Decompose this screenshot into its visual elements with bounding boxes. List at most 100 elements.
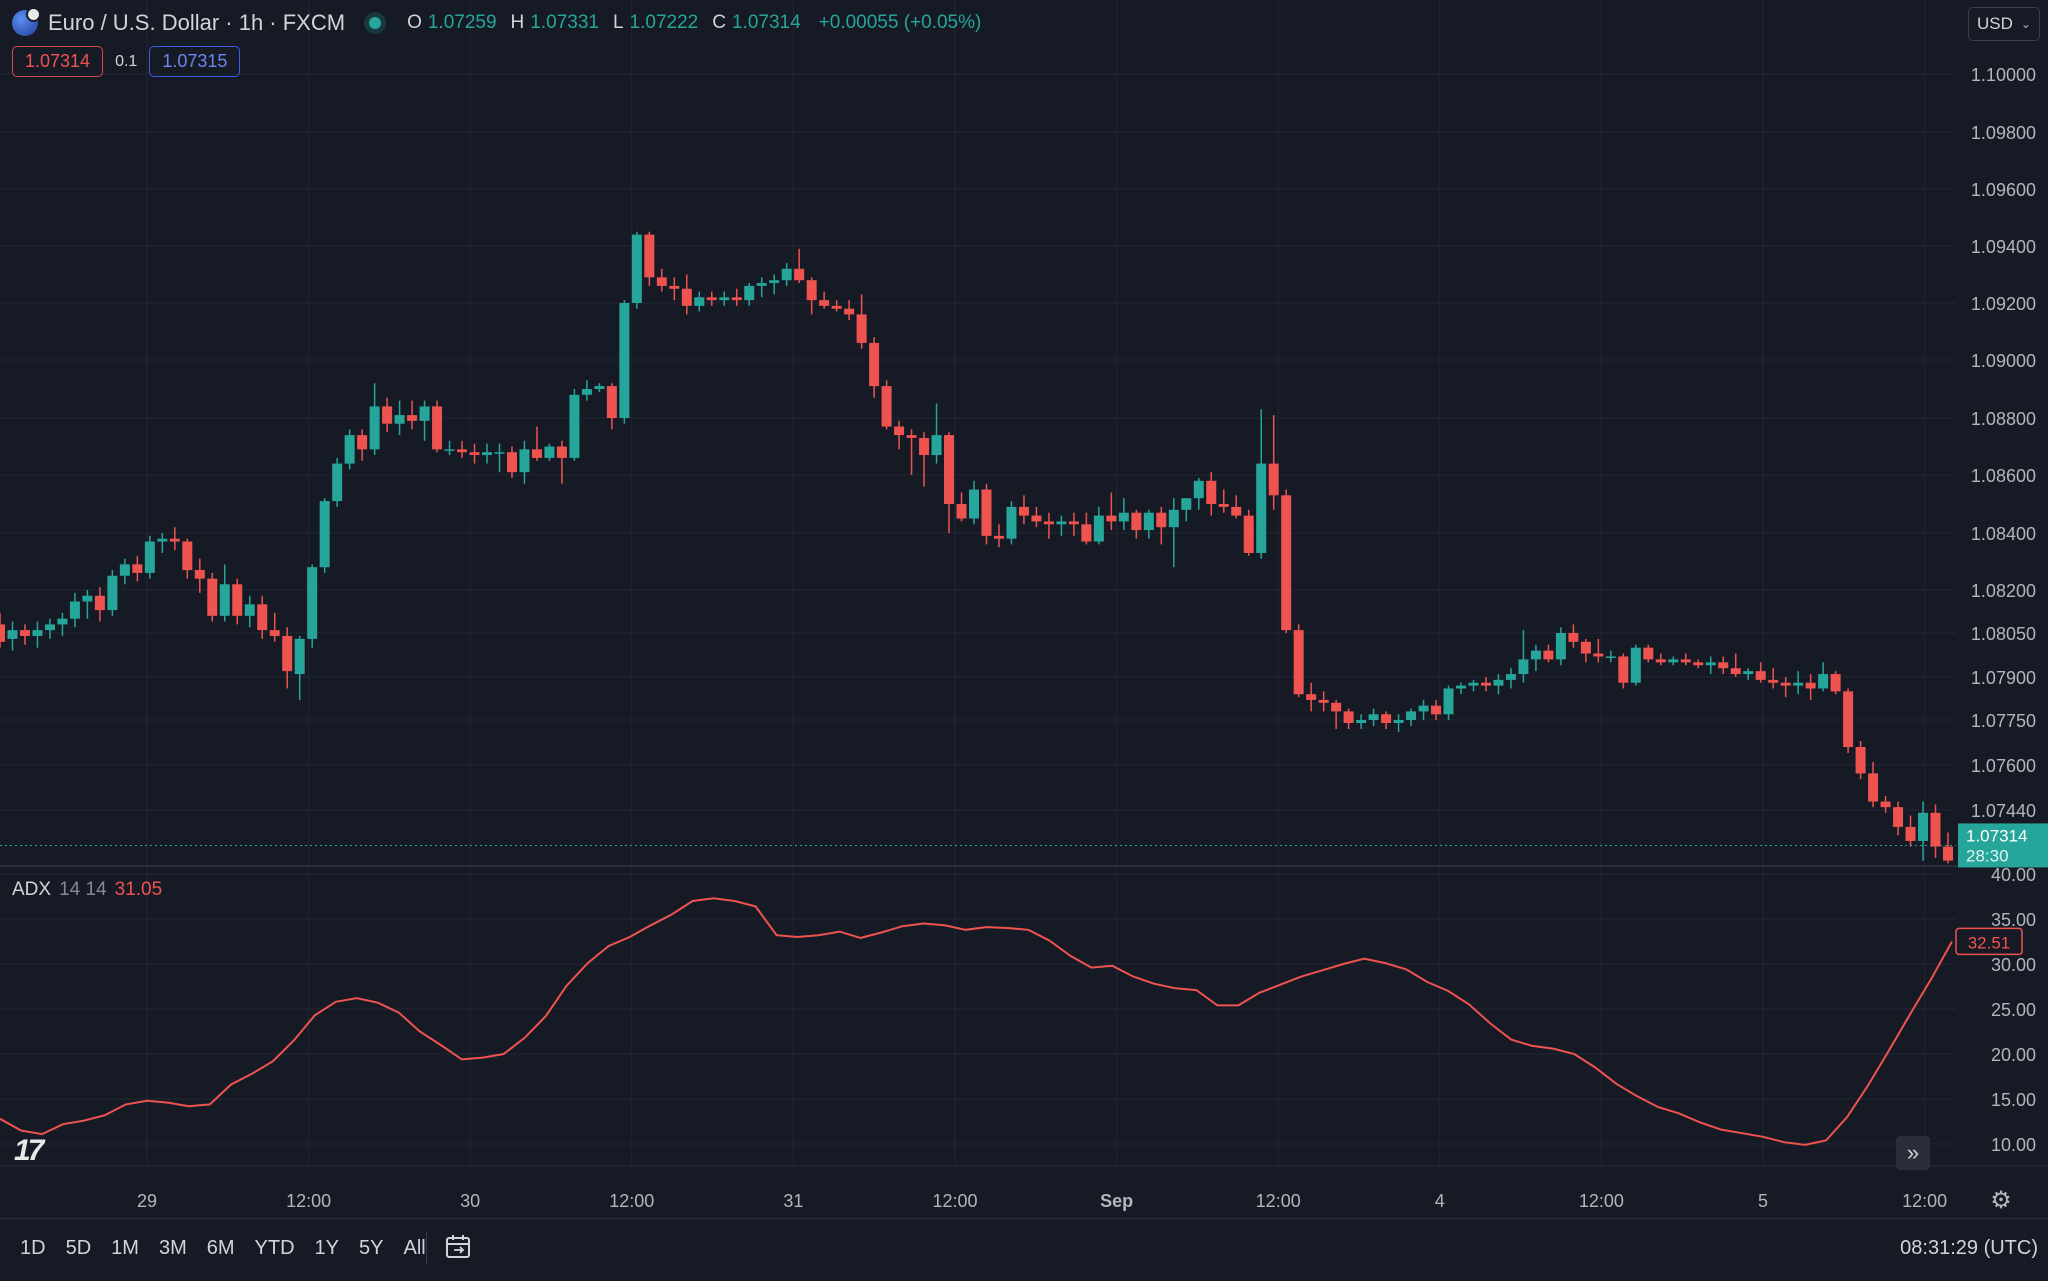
range-3m[interactable]: 3M [158, 1237, 187, 1259]
gear-icon[interactable]: ⚙ [1990, 1186, 2012, 1214]
candle [906, 429, 917, 475]
candle [1293, 624, 1304, 698]
candle [294, 635, 305, 700]
candle [1193, 477, 1204, 510]
adx-value-tag [1955, 927, 2023, 956]
candle [232, 578, 243, 625]
candle [1705, 656, 1716, 675]
candle [1655, 653, 1666, 666]
symbol-title[interactable]: Euro / U.S. Dollar · 1h · FXCM [48, 10, 346, 35]
candle-body [1156, 512, 1167, 528]
candle-body [432, 406, 443, 450]
range-5y[interactable]: 5Y [359, 1237, 384, 1259]
candle-body [944, 435, 955, 504]
double-chevron-right-icon: » [1906, 1140, 1920, 1165]
bottom-toolbar: 1D 5D 1M 3M 6M YTD 1Y 5Y All 08:31:29 (UTC) [0, 1218, 2048, 1281]
candle [969, 480, 979, 525]
candle [1943, 832, 1953, 864]
candle-body [706, 297, 717, 301]
candle [94, 587, 105, 622]
candle-body [1018, 506, 1029, 516]
candle-body [282, 635, 293, 672]
candle [1743, 668, 1754, 680]
sell-button[interactable]: 1.07314 [12, 46, 104, 77]
candle [1068, 512, 1079, 536]
range-6m[interactable]: 6M [206, 1237, 235, 1259]
candle-body [1356, 720, 1367, 723]
candle-body [644, 234, 655, 278]
candle [1318, 691, 1329, 712]
low-label: L [612, 12, 624, 33]
range-ytd[interactable]: YTD [254, 1237, 295, 1259]
candle [132, 555, 143, 582]
candle [332, 457, 343, 507]
candle [1643, 644, 1654, 663]
range-5d[interactable]: 5D [65, 1237, 92, 1259]
candle [1718, 656, 1729, 675]
range-1y[interactable]: 1Y [314, 1237, 340, 1259]
adx-series [0, 897, 1953, 1146]
candle-body [1805, 682, 1816, 689]
candle-body [919, 437, 930, 456]
utc-clock[interactable]: 08:31:29 (UTC) [1900, 1237, 2038, 1259]
candle-body [1518, 659, 1529, 675]
candle [1456, 682, 1466, 695]
candle [1381, 711, 1392, 729]
calendar-goto-icon[interactable] [445, 1233, 473, 1261]
range-1m[interactable]: 1M [111, 1237, 139, 1259]
adx-tick-label: 25.00 [1991, 1000, 2036, 1020]
currency-select[interactable]: USD ⌄ [1968, 7, 2040, 41]
candle [1668, 656, 1679, 666]
time-tick-label: 30 [460, 1191, 480, 1211]
range-all[interactable]: All [403, 1237, 426, 1259]
buy-button[interactable]: 1.07315 [149, 46, 241, 77]
candle [931, 403, 942, 464]
candle [831, 300, 842, 312]
candle-body [1443, 688, 1454, 715]
candle-body [1668, 659, 1679, 663]
price-tick-label: 1.10000 [1971, 65, 2036, 85]
candle-body [1118, 512, 1129, 522]
candle-body [1755, 671, 1766, 680]
candle-body [244, 604, 255, 616]
candle-body [0, 624, 5, 642]
price-tick-label: 1.09000 [1971, 351, 2036, 371]
candle [1281, 489, 1292, 633]
price-tick-label: 1.09800 [1971, 123, 2036, 143]
price-tick-label: 1.09600 [1971, 180, 2036, 200]
candle [1156, 506, 1167, 545]
candle [1331, 699, 1342, 729]
candle [1118, 498, 1129, 531]
candle-body [1268, 463, 1279, 496]
candle [881, 380, 892, 430]
candle [744, 283, 755, 306]
candle-body [332, 463, 343, 502]
candle-body [1543, 650, 1554, 660]
chart-canvas[interactable]: 1.10000 1.09800 1.09600 1.09400 1.09200 1.090… [0, 0, 2048, 1218]
scroll-to-realtime-button[interactable]: » [1896, 1136, 1930, 1170]
candle [157, 533, 168, 553]
low-value: 1.07222 [629, 12, 699, 33]
range-1d[interactable]: 1D [20, 1237, 46, 1259]
candle-body [794, 268, 805, 281]
candle-body [157, 538, 168, 542]
candle [444, 440, 455, 456]
candle [1880, 795, 1891, 813]
candle [1768, 668, 1779, 689]
adx-legend[interactable]: ADX 14 14 31.05 [12, 879, 162, 901]
candle [1418, 699, 1429, 720]
time-tick-label: 12:00 [1256, 1191, 1301, 1211]
candle [107, 570, 118, 616]
candle [919, 432, 930, 487]
countdown-label: 28:30 [1966, 846, 2009, 865]
candle-body [182, 541, 193, 571]
candle [1056, 515, 1067, 536]
candle-body [1580, 641, 1591, 654]
candle-body [1231, 506, 1242, 516]
candle [1593, 638, 1604, 663]
candle-body [993, 535, 1004, 539]
candle [1306, 682, 1317, 712]
tradingview-logo-icon[interactable]: 17 [14, 1134, 44, 1167]
candle-body [1181, 498, 1192, 510]
candle [1043, 512, 1054, 539]
